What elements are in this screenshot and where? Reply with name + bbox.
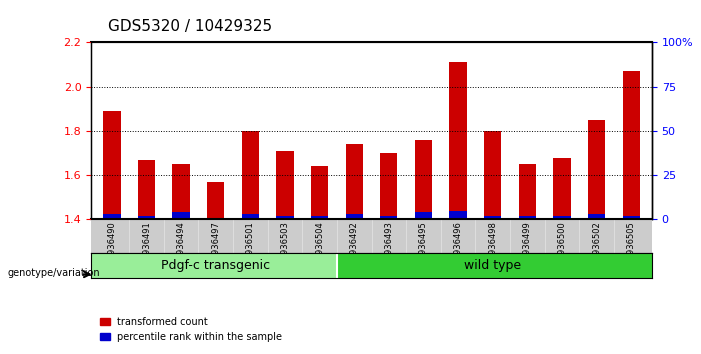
- Bar: [380, 216, 397, 219]
- Bar: [588, 120, 605, 219]
- Bar: [519, 216, 536, 219]
- Bar: [172, 212, 190, 219]
- Bar: [138, 216, 155, 219]
- Text: GSM936493: GSM936493: [384, 221, 393, 272]
- Bar: [484, 131, 501, 219]
- Text: GDS5320 / 10429325: GDS5320 / 10429325: [108, 19, 272, 34]
- Bar: [276, 216, 294, 219]
- Bar: [622, 71, 640, 219]
- Bar: [207, 182, 224, 219]
- Text: GSM936494: GSM936494: [177, 221, 186, 272]
- Text: GSM936505: GSM936505: [627, 221, 636, 272]
- Bar: [484, 216, 501, 219]
- Bar: [276, 151, 294, 219]
- Text: wild type: wild type: [464, 259, 522, 272]
- Bar: [138, 160, 155, 219]
- Bar: [91, 253, 337, 278]
- Legend: transformed count, percentile rank within the sample: transformed count, percentile rank withi…: [96, 313, 286, 346]
- Bar: [103, 111, 121, 219]
- Bar: [380, 153, 397, 219]
- Bar: [346, 144, 363, 219]
- Bar: [449, 62, 467, 219]
- Bar: [311, 216, 328, 219]
- Bar: [337, 253, 652, 278]
- Text: GSM936502: GSM936502: [592, 221, 601, 272]
- Text: GSM936496: GSM936496: [454, 221, 463, 272]
- Bar: [242, 131, 259, 219]
- Bar: [103, 214, 121, 219]
- Text: GSM936490: GSM936490: [107, 221, 116, 272]
- Bar: [172, 164, 190, 219]
- Bar: [207, 218, 224, 219]
- Text: GSM936497: GSM936497: [211, 221, 220, 272]
- Text: GSM936495: GSM936495: [419, 221, 428, 272]
- Bar: [311, 166, 328, 219]
- Bar: [415, 140, 432, 219]
- Text: GSM936499: GSM936499: [523, 221, 532, 272]
- Bar: [415, 212, 432, 219]
- Text: Pdgf-c transgenic: Pdgf-c transgenic: [161, 259, 271, 272]
- Text: GSM936504: GSM936504: [315, 221, 324, 272]
- Text: GSM936500: GSM936500: [557, 221, 566, 272]
- Bar: [346, 214, 363, 219]
- Text: GSM936503: GSM936503: [280, 221, 290, 272]
- Bar: [622, 216, 640, 219]
- Bar: [553, 216, 571, 219]
- Text: GSM936491: GSM936491: [142, 221, 151, 272]
- Bar: [242, 214, 259, 219]
- Bar: [588, 214, 605, 219]
- Bar: [553, 158, 571, 219]
- Text: genotype/variation: genotype/variation: [7, 268, 100, 278]
- Text: GSM936492: GSM936492: [350, 221, 359, 272]
- Text: GSM936498: GSM936498: [488, 221, 497, 272]
- Bar: [519, 164, 536, 219]
- Bar: [449, 211, 467, 219]
- Text: GSM936501: GSM936501: [246, 221, 255, 272]
